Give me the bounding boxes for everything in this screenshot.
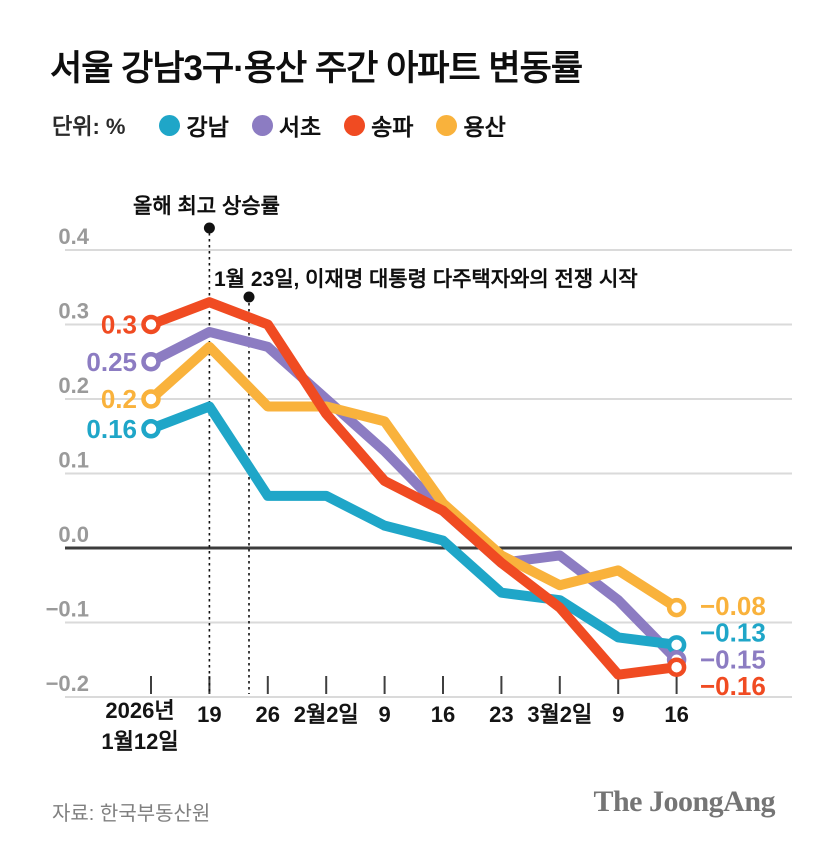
x-axis-label: 9 [378,702,390,727]
x-axis-label: 16 [431,702,455,727]
annotation-dot-peak [203,222,215,234]
x-axis-label: 26 [256,702,280,727]
legend-label-seocho: 서초 [278,114,322,140]
start-value-label-seocho: 0.25 [86,347,137,377]
y-axis-label: −0.2 [46,671,89,696]
end-value-label-songpa: −0.16 [700,671,766,701]
legend-dot-yongsan [436,114,458,136]
series-line-yongsan [147,341,680,612]
start-value-label-gangnam: 0.16 [86,414,137,444]
legend-label-gangnam: 강남 [186,114,229,140]
y-axis-label: 0.3 [58,299,89,324]
end-value-label-gangnam: −0.13 [700,618,766,648]
legend-item-yongsan: 용산 [436,108,506,142]
y-axis-label: 0.0 [58,522,89,547]
annotation-dot-event [243,291,255,303]
x-axis-label: 3월2일 [527,702,592,727]
unit-label: 단위: % [52,114,126,139]
end-value-label-seocho: −0.15 [700,644,766,674]
legend: 단위: % 강남 서초 송파 용산 [52,108,529,142]
end-point-songpa [666,657,687,677]
legend-dot-seocho [251,114,273,136]
legend-dot-gangnam [159,114,181,136]
x-axis-label: 23 [489,702,513,727]
annotation-peak-note: 올해 최고 상승률 [133,195,280,218]
start-value-label-songpa: 0.3 [101,310,137,340]
legend-item-gangnam: 강남 [159,108,229,142]
start-point-seocho [141,352,161,372]
page-title: 서울 강남3구·용산 주간 아파트 변동률 [50,49,583,88]
x-axis-label: 2026년 1월12일 [101,698,178,754]
y-axis-label: 0.1 [58,448,89,473]
legend-dot-songpa [344,114,366,136]
legend-item-songpa: 송파 [344,108,413,142]
legend-label-yongsan: 용산 [463,114,506,140]
series-line-songpa [149,297,678,680]
x-axis-label: 2월2일 [294,702,359,727]
x-axis-label: 16 [664,702,688,727]
x-axis-label: 19 [197,702,221,727]
y-axis-label: 0.2 [58,373,89,398]
start-point-songpa [141,314,161,335]
end-point-yongsan [666,597,687,618]
start-value-label-yongsan: 0.2 [101,384,137,414]
source-credit: 자료: 한국부동산원 [52,803,211,825]
legend-label-songpa: 송파 [371,114,414,140]
x-axis-label: 9 [612,702,624,727]
start-point-gangnam [141,419,161,439]
publisher-logo: The JoongAng [593,785,775,818]
legend-item-seocho: 서초 [251,108,322,142]
annotation-event-note: 1월 23일, 이재명 대통령 다주택자와의 전쟁 시작 [214,268,638,291]
series-line-gangnam [149,401,678,650]
end-value-label-yongsan: −0.08 [700,591,766,621]
y-axis-label: −0.1 [46,597,89,622]
start-point-yongsan [141,389,161,409]
y-axis-label: 0.4 [58,224,89,249]
